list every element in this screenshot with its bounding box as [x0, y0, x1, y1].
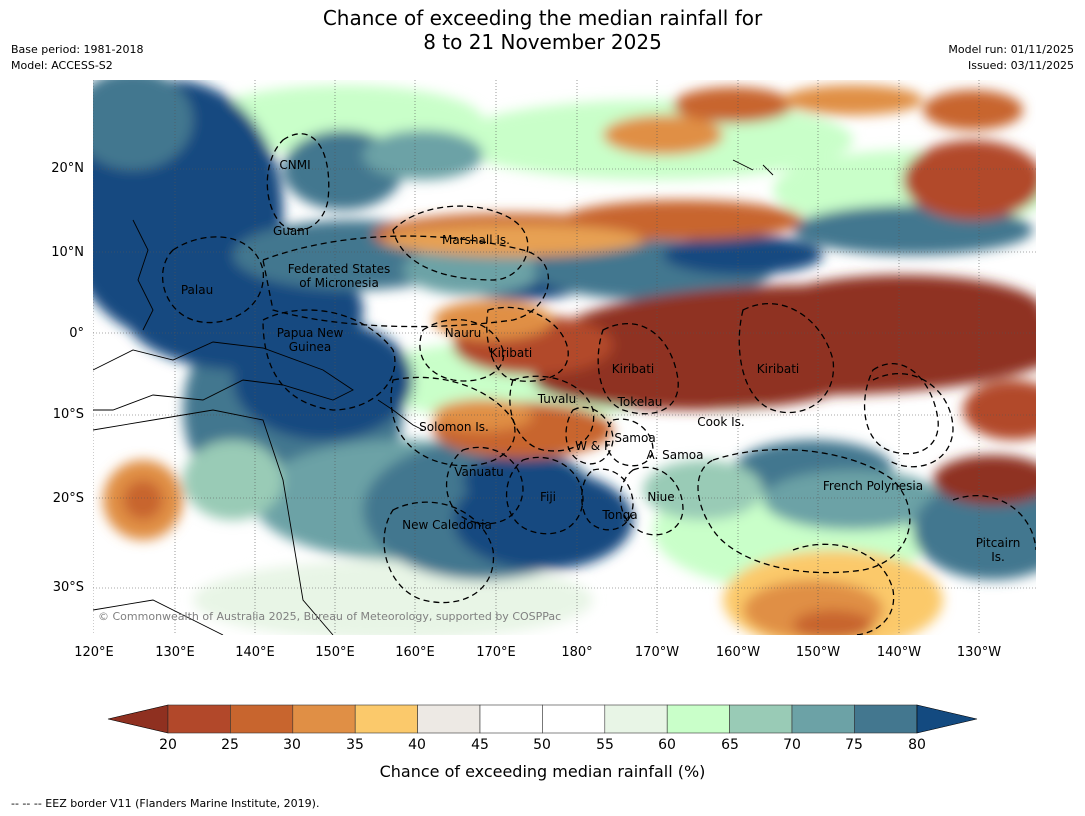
colorbar-label: 70: [783, 737, 801, 753]
colorbar-bin: [542, 704, 606, 734]
colorbar-label: 60: [658, 737, 676, 753]
colorbar-bin: [854, 704, 918, 734]
place-label-marshall-islands: Marshall Is.: [442, 233, 510, 247]
map-title-line2: 8 to 21 November 2025: [423, 30, 662, 54]
colorbar-bin: [292, 704, 356, 734]
lon-tick: 130°E: [155, 645, 195, 660]
place-label-png-line1: Papua New: [276, 326, 344, 340]
place-label-palau: Palau: [180, 283, 214, 297]
colorbar-bin: [729, 704, 793, 734]
coastlines: [93, 159, 774, 635]
place-label-fiji: Fiji: [539, 490, 557, 504]
colorbar-high-extension: [916, 704, 978, 734]
place-label-solomon-islands: Solomon Is.: [419, 420, 489, 434]
colorbar-bin: [604, 704, 668, 734]
colorbar-label: 55: [596, 737, 614, 753]
colorbar-bins: [167, 704, 918, 734]
colorbar: [107, 704, 978, 734]
model-run-label: Model run: 01/11/2025: [948, 43, 1074, 56]
eez-footnote: -- -- -- EEZ border V11 (Flanders Marine…: [11, 797, 320, 810]
colorbar-label: 65: [721, 737, 739, 753]
colorbar-bin: [230, 704, 294, 734]
eez-borders: [161, 133, 1036, 635]
lon-tick: 180°: [561, 645, 593, 660]
colorbar-label: 75: [845, 737, 863, 753]
place-label-vanuatu: Vanuatu: [454, 465, 504, 479]
place-label-guam: Guam: [273, 224, 309, 238]
lon-tick: 170°E: [476, 645, 516, 660]
place-label-cnmi: CNMI: [279, 158, 311, 172]
place-label-french-polynesia: French Polynesia: [822, 479, 924, 493]
lon-tick: 160°E: [395, 645, 435, 660]
place-label-png-line2: Guinea: [288, 340, 332, 354]
lat-tick: 10°S: [52, 407, 84, 422]
map-title-line1: Chance of exceeding the median rainfall …: [322, 6, 763, 30]
issued-label: Issued: 03/11/2025: [967, 59, 1074, 72]
place-label-pitcairn-line2: Is.: [991, 550, 1005, 564]
model-label: Model: ACCESS-S2: [11, 59, 113, 72]
colorbar-low-extension: [107, 704, 169, 734]
lon-tick: 160°W: [715, 645, 761, 660]
place-label-new-caledonia: New Caledonia: [402, 518, 492, 532]
place-label-tonga: Tonga: [602, 508, 638, 522]
place-label-wallis-futuna: W & F: [575, 439, 611, 453]
copyright-notice: © Commonwealth of Australia 2025, Bureau…: [98, 610, 562, 623]
place-label-kiribati-central: Kiribati: [611, 362, 655, 376]
lat-tick: 30°S: [52, 580, 84, 595]
place-label-samoa: Samoa: [614, 431, 656, 445]
lon-tick: 130°W: [956, 645, 1002, 660]
colorbar-label: 40: [408, 737, 426, 753]
lat-tick: 20°S: [52, 491, 84, 506]
place-label-fsm-line2: of Micronesia: [299, 276, 379, 290]
lon-tick: 150°E: [315, 645, 355, 660]
lon-tick: 140°W: [876, 645, 922, 660]
colorbar-label: 45: [471, 737, 489, 753]
colorbar-bin: [354, 704, 418, 734]
place-label-cook-islands: Cook Is.: [697, 415, 745, 429]
colorbar-bin: [167, 704, 231, 734]
colorbar-label: 80: [908, 737, 926, 753]
rainfall-probability-field: [93, 80, 1036, 635]
lon-tick: 140°E: [235, 645, 275, 660]
colorbar-label: 20: [159, 737, 177, 753]
colorbar-bin: [417, 704, 481, 734]
lon-tick: 170°W: [634, 645, 680, 660]
colorbar-label: 25: [221, 737, 239, 753]
place-label-nauru: Nauru: [444, 326, 482, 340]
lon-tick: 120°E: [74, 645, 114, 660]
place-label-pitcairn-line1: Pitcairn: [975, 536, 1021, 550]
map-gridlines: [93, 80, 1036, 635]
place-label-niue: Niue: [647, 490, 675, 504]
lon-tick: 150°W: [795, 645, 841, 660]
place-label-kiribati-east: Kiribati: [756, 362, 800, 376]
place-label-tuvalu: Tuvalu: [537, 392, 577, 406]
lat-tick: 0°: [69, 326, 84, 341]
rainfall-map: CNMI Guam Marshall Is. Federated States …: [93, 80, 1036, 635]
lat-tick: 10°N: [51, 245, 84, 260]
rainfall-map-svg: [93, 80, 1036, 635]
colorbar-label: 35: [346, 737, 364, 753]
colorbar-bin: [666, 704, 730, 734]
colorbar-label: 30: [283, 737, 301, 753]
place-label-tokelau: Tokelau: [617, 395, 663, 409]
place-label-american-samoa: A. Samoa: [646, 448, 704, 462]
colorbar-title: Chance of exceeding median rainfall (%): [379, 762, 706, 781]
base-period-label: Base period: 1981-2018: [11, 43, 144, 56]
lat-tick: 20°N: [51, 161, 84, 176]
colorbar-label: 50: [533, 737, 551, 753]
place-label-fsm-line1: Federated States: [287, 262, 391, 276]
colorbar-bin: [791, 704, 855, 734]
colorbar-bin: [479, 704, 543, 734]
place-label-kiribati-west: Kiribati: [489, 346, 533, 360]
